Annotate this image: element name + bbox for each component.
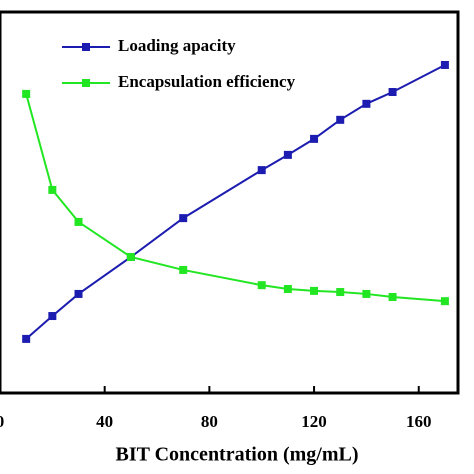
legend-label: Encapsulation efficiency [118, 72, 296, 91]
data-point [179, 265, 188, 274]
data-point [22, 334, 31, 343]
data-point [388, 292, 397, 301]
data-point [48, 185, 57, 194]
data-point [257, 281, 266, 290]
data-point [310, 286, 319, 295]
data-point [74, 217, 83, 226]
legend-marker [82, 43, 90, 51]
series-line [25, 93, 445, 303]
data-point [362, 99, 371, 108]
legend-label: Loading apacity [118, 36, 236, 55]
data-point [126, 252, 135, 261]
legend-marker [82, 79, 90, 87]
series-line [25, 64, 446, 340]
x-tick-label: 0 [0, 412, 4, 431]
x-tick-label: 120 [301, 412, 327, 431]
data-point [336, 115, 345, 124]
data-point [440, 297, 449, 306]
data-point [388, 88, 397, 97]
data-point [283, 284, 292, 293]
data-point [362, 289, 371, 298]
data-point [440, 60, 449, 69]
data-point [179, 214, 188, 223]
x-axis-label: BIT Concentration (mg/mL) [116, 444, 359, 466]
data-point [283, 150, 292, 159]
data-point [310, 134, 319, 143]
data-point [48, 312, 57, 321]
x-tick-label: 80 [201, 412, 218, 431]
data-point [22, 89, 31, 98]
data-point [257, 166, 266, 175]
x-tick-label: 160 [406, 412, 432, 431]
plot-frame [0, 10, 460, 395]
data-point [74, 289, 83, 298]
data-point [336, 288, 345, 297]
x-tick-label: 40 [96, 412, 113, 431]
